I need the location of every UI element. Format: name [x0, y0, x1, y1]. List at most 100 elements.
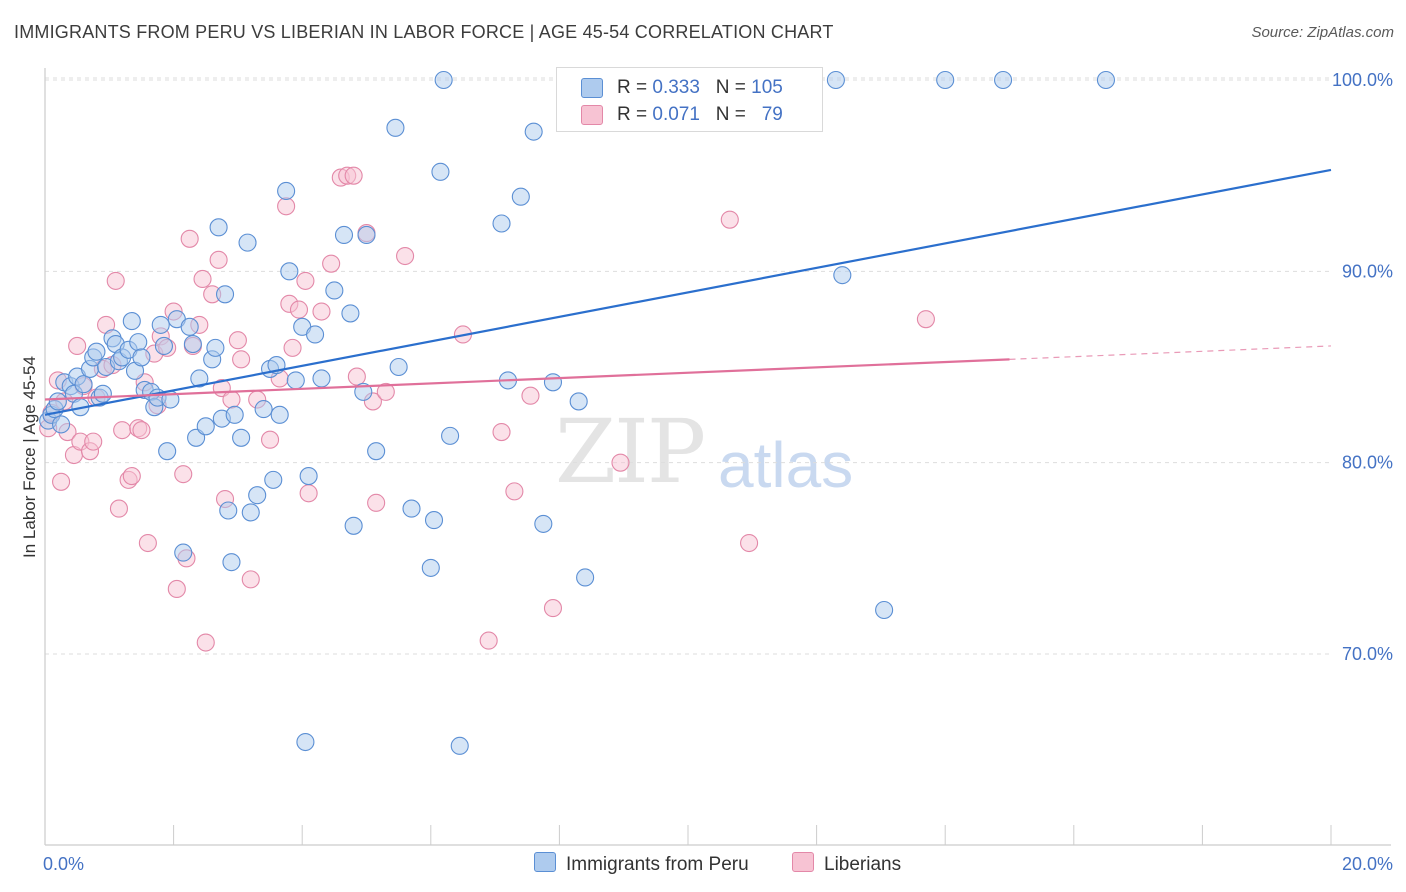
peru-point [576, 568, 595, 587]
peru-point [241, 503, 260, 522]
peru-point [441, 426, 460, 445]
peru-point [225, 405, 244, 424]
liberians-point [132, 421, 151, 440]
liberians-point [289, 300, 309, 319]
watermark-zip: ZIP [555, 400, 706, 503]
liberians-point [312, 302, 331, 321]
liberians-trend-extension [1009, 345, 1332, 360]
bottom-peru-label: Immigrants from Peru [566, 854, 749, 875]
peru-point [87, 342, 106, 361]
bottom-legend-peru: Immigrants from Peru [534, 852, 749, 876]
liberians-point [479, 631, 498, 650]
peru-point [296, 732, 315, 752]
liberians-n-label: N = [715, 104, 752, 125]
liberians-point [367, 493, 386, 512]
peru-point [492, 214, 511, 233]
peru-point [183, 334, 202, 354]
y-tick-label: 100.0% [1332, 70, 1393, 90]
tick-labels: 70.0% 80.0% 90.0% 100.0% 0.0% 20.0% [43, 70, 1393, 874]
bottom-legend-liberians: Liberians [792, 852, 901, 876]
liberians-point [492, 423, 511, 442]
source-credit: Source: ZipAtlas.com [1251, 24, 1394, 41]
liberians-point [122, 467, 141, 486]
peru-point [994, 70, 1013, 90]
x-tick-label: 0.0% [43, 854, 84, 874]
chart-title: IMMIGRANTS FROM PERU VS LIBERIAN IN LABO… [14, 22, 834, 42]
peru-point [299, 467, 318, 486]
liberians-point [740, 533, 759, 553]
peru-point [306, 325, 325, 344]
peru-n-value: 105 [751, 77, 783, 98]
liberians-point [222, 390, 241, 409]
liberians-n-value: 79 [761, 104, 783, 125]
liberians-point [296, 271, 315, 290]
peru-point [254, 400, 273, 419]
peru-point [196, 417, 215, 436]
peru-point [325, 281, 344, 300]
liberians-point [84, 432, 103, 451]
liberians-point [505, 482, 524, 501]
peru-point [93, 384, 112, 403]
liberians-point [916, 310, 935, 329]
x-tick-label: 20.0% [1342, 854, 1393, 874]
peru-point [367, 442, 386, 461]
peru-point [270, 405, 289, 424]
peru-point [569, 392, 588, 411]
peru-point [434, 70, 453, 90]
peru-point [209, 218, 228, 237]
peru-point [158, 442, 177, 461]
peru-point [1096, 70, 1115, 90]
liberians-point [347, 367, 366, 386]
liberians-point [180, 229, 199, 248]
peru-points [39, 70, 1115, 755]
peru-n-label: N = [715, 77, 752, 98]
peru-r-label: R = [617, 77, 653, 98]
peru-point [511, 187, 530, 206]
peru-point [421, 558, 440, 577]
liberians-point [396, 246, 415, 266]
stats-legend: R = 0.333 N = 105 R = 0.071 N = 79 [556, 67, 823, 132]
liberians-point [376, 382, 395, 401]
bottom-liberians-label: Liberians [824, 854, 902, 875]
liberians-r-value: 0.071 [652, 104, 700, 125]
peru-point [180, 317, 199, 336]
liberians-swatch [581, 105, 603, 125]
liberians-point [109, 499, 128, 518]
peru-point [238, 233, 257, 252]
liberians-point [106, 271, 125, 290]
liberians-point [193, 269, 212, 289]
peru-point [132, 348, 151, 367]
peru-trend-line [44, 168, 1332, 416]
axes [44, 68, 1391, 846]
liberians-point [174, 465, 193, 484]
peru-point [875, 600, 894, 620]
liberians-point [241, 570, 260, 589]
trend-lines [44, 168, 1332, 416]
peru-point [534, 514, 553, 533]
peru-point [424, 511, 444, 530]
liberians-point [52, 472, 71, 491]
peru-point [248, 486, 267, 505]
watermark-atlas: atlas [718, 429, 854, 501]
peru-point [174, 543, 193, 562]
peru-point [264, 470, 283, 489]
peru-point [354, 382, 373, 401]
liberians-point [167, 579, 186, 598]
peru-point [222, 553, 241, 572]
peru-point [219, 501, 238, 520]
peru-point [122, 312, 141, 331]
peru-point [936, 70, 955, 90]
liberians-point [322, 254, 341, 273]
liberians-point [720, 210, 739, 229]
peru-point [386, 118, 405, 137]
peru-point [154, 336, 174, 356]
liberians-point [68, 336, 87, 356]
peru-point [312, 369, 331, 388]
liberians-point [543, 599, 563, 618]
peru-point [344, 516, 363, 535]
liberians-r-label: R = [617, 104, 653, 125]
peru-point [52, 415, 71, 434]
peru-point [543, 373, 563, 392]
peru-point [357, 225, 376, 245]
